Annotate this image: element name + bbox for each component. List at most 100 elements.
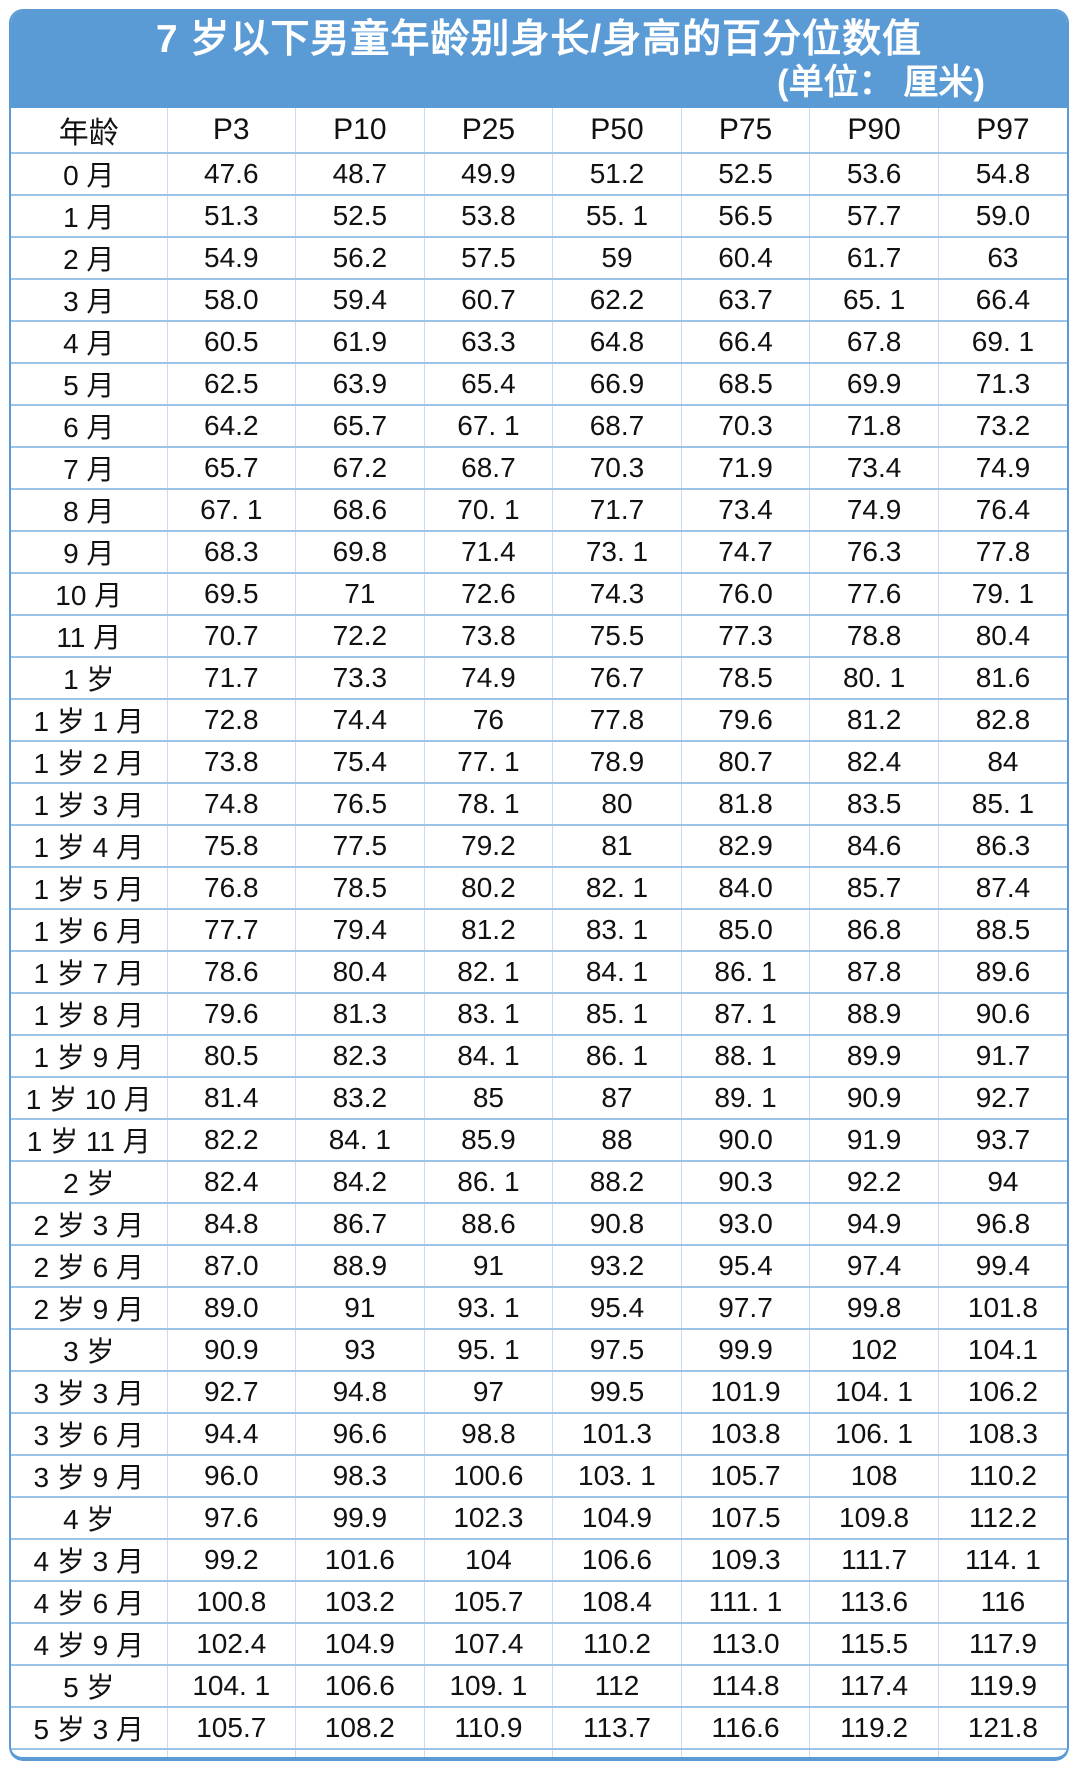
- value-cell: 99.5: [552, 1371, 682, 1413]
- value-cell: 96.6: [295, 1413, 425, 1455]
- value-cell: 64.8: [552, 321, 682, 363]
- table-row: 1 岁 71.7 73.3 74.9 76.7 78.5 80. 1 81.6: [11, 657, 1067, 699]
- value-cell: 87. 1: [680, 993, 810, 1035]
- table-row: 1 岁 6 月 77.7 79.4 81.2 83. 1 85.0 86.8 88.5: [11, 909, 1067, 951]
- value-cell: 87.8: [809, 951, 939, 993]
- value-cell: 76.4: [937, 489, 1067, 531]
- value-cell: 76.0: [680, 573, 810, 615]
- table-row: 3 岁 3 月 92.7 94.8 97 99.5 101.9 104. 1 106.2: [11, 1371, 1067, 1413]
- value-cell: 81.2: [809, 699, 939, 741]
- value-cell: 117.9: [937, 1623, 1067, 1665]
- value-cell: 86.3: [937, 825, 1067, 867]
- value-cell: 64.2: [166, 405, 296, 447]
- value-cell: 52.5: [680, 153, 810, 195]
- value-cell: 106.6: [295, 1665, 425, 1707]
- value-cell: 54.9: [166, 237, 296, 279]
- value-cell: 108.2: [295, 1707, 425, 1749]
- table-unit-label: (单位： 厘米): [776, 63, 985, 102]
- value-cell: 60.5: [166, 321, 296, 363]
- value-cell: 68.6: [295, 489, 425, 531]
- table-row: 9 月 68.3 69.8 71.4 73. 1 74.7 76.3 77.8: [11, 531, 1067, 573]
- value-cell: 75.4: [295, 741, 425, 783]
- column-header-row: 年龄 P3 P10 P25 P50 P75 P90 P97: [11, 108, 1067, 153]
- value-cell: 77. 1: [423, 741, 553, 783]
- value-cell: 93.2: [552, 1245, 682, 1287]
- value-cell: 108: [809, 1455, 939, 1497]
- value-cell: 75.5: [552, 615, 682, 657]
- age-cell: 6 月: [63, 412, 115, 443]
- value-cell: 88.6: [423, 1203, 553, 1245]
- age-cell: 5 岁 3 月: [33, 1714, 144, 1745]
- value-cell: 103.2: [295, 1581, 425, 1623]
- age-cell: 4 岁 9 月: [33, 1630, 144, 1661]
- value-cell: 67.2: [295, 447, 425, 489]
- value-cell: 95.4: [680, 1245, 810, 1287]
- value-cell: 70.3: [552, 447, 682, 489]
- table-row: 3 月 58.0 59.4 60.7 62.2 63.7 65. 1 66.4: [11, 279, 1067, 321]
- value-cell: 113.7: [552, 1707, 682, 1749]
- value-cell: 99.4: [937, 1245, 1067, 1287]
- value-cell: 84. 1: [423, 1035, 553, 1077]
- value-cell: 83. 1: [552, 909, 682, 951]
- value-cell: 88.5: [937, 909, 1067, 951]
- value-cell: 80: [552, 783, 682, 825]
- value-cell: 107.2: [166, 1749, 296, 1757]
- value-cell: 71.4: [423, 531, 553, 573]
- value-cell: 121.8: [937, 1707, 1067, 1749]
- column-header-p10: P10: [295, 108, 425, 153]
- table-row: 5 岁 6 月107.2109.9112.5115.5118.4121. 112…: [11, 1749, 1067, 1757]
- value-cell: 76.8: [166, 867, 296, 909]
- age-cell: 8 月: [63, 496, 115, 527]
- value-cell: 86.8: [809, 909, 939, 951]
- value-cell: 72.8: [166, 699, 296, 741]
- value-cell: 93: [295, 1329, 425, 1371]
- value-cell: 77.8: [552, 699, 682, 741]
- value-cell: 91.9: [809, 1119, 939, 1161]
- value-cell: 85.0: [680, 909, 810, 951]
- value-cell: 104.9: [295, 1623, 425, 1665]
- age-cell: 1 岁 2 月: [33, 748, 144, 779]
- table-row: 0 月 47.6 48.7 49.9 51.2 52.5 53.6 54.8: [11, 153, 1067, 195]
- value-cell: 65. 1: [809, 279, 939, 321]
- value-cell: 97.4: [809, 1245, 939, 1287]
- value-cell: 97.5: [552, 1329, 682, 1371]
- value-cell: 62.2: [552, 279, 682, 321]
- value-cell: 83.2: [295, 1077, 425, 1119]
- value-cell: 71.3: [937, 363, 1067, 405]
- value-cell: 71.8: [809, 405, 939, 447]
- value-cell: 109.9: [295, 1749, 425, 1757]
- value-cell: 79.2: [423, 825, 553, 867]
- table-row: 10 月 69.5 71 72.6 74.3 76.0 77.6 79. 1: [11, 573, 1067, 615]
- value-cell: 103.8: [680, 1413, 810, 1455]
- value-cell: 89.6: [937, 951, 1067, 993]
- value-cell: 84: [937, 741, 1067, 783]
- value-cell: 88: [552, 1119, 682, 1161]
- table-row: 4 岁 3 月 99.2 101.6 104 106.6 109.3 111.7 114. 1: [11, 1539, 1067, 1581]
- value-cell: 100.8: [166, 1581, 296, 1623]
- value-cell: 78.5: [680, 657, 810, 699]
- age-cell: 1 月: [63, 202, 115, 233]
- value-cell: 87.4: [937, 867, 1067, 909]
- value-cell: 73.3: [295, 657, 425, 699]
- value-cell: 80.7: [680, 741, 810, 783]
- value-cell: 86. 1: [552, 1035, 682, 1077]
- value-cell: 74.3: [552, 573, 682, 615]
- value-cell: 94: [937, 1161, 1067, 1203]
- value-cell: 77.3: [680, 615, 810, 657]
- age-cell: 1 岁 7 月: [33, 958, 144, 989]
- age-cell: 3 岁 6 月: [33, 1420, 144, 1451]
- value-cell: 48.7: [295, 153, 425, 195]
- value-cell: 88.9: [809, 993, 939, 1035]
- value-cell: 79. 1: [937, 573, 1067, 615]
- value-cell: 47.6: [166, 153, 296, 195]
- value-cell: 82. 1: [552, 867, 682, 909]
- table-row: 1 岁 5 月 76.8 78.5 80.2 82. 1 84.0 85.7 87.4: [11, 867, 1067, 909]
- value-cell: 67.8: [809, 321, 939, 363]
- value-cell: 91: [423, 1245, 553, 1287]
- value-cell: 63.7: [680, 279, 810, 321]
- value-cell: 86. 1: [680, 951, 810, 993]
- value-cell: 100.6: [423, 1455, 553, 1497]
- age-cell: 1 岁 1 月: [33, 706, 144, 737]
- value-cell: 68.3: [166, 531, 296, 573]
- table-row: 1 岁 2 月 73.8 75.4 77. 1 78.9 80.7 82.4 84: [11, 741, 1067, 783]
